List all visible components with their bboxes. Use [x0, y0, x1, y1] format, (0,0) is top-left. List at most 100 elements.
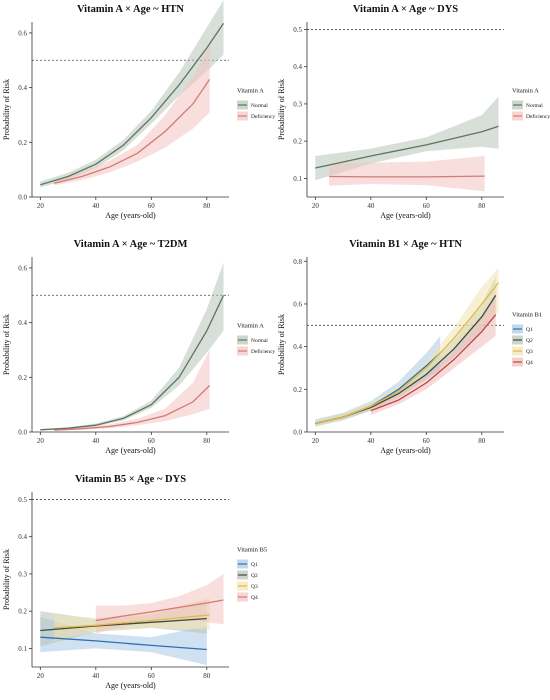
chart-svg: Vitamin A × Age ~ HTN 0.0 0.2 0.4 0.6 20 40 60 8…	[2, 0, 275, 220]
y-tick-label: 0.4	[293, 343, 302, 351]
x-tick-label: 40	[367, 202, 375, 210]
x-tick-label: 20	[312, 437, 320, 445]
series-line	[54, 614, 210, 629]
legend-label: Q4	[526, 360, 533, 366]
chart-panel-vitamin-a-htn: Vitamin A × Age ~ HTN 0.0 0.2 0.4 0.6 20 40 60 8…	[0, 0, 275, 225]
legend-label: Deficiency	[251, 113, 275, 120]
legend-label: Q3	[526, 349, 533, 355]
y-tick-label: 0.6	[293, 300, 302, 308]
y-tick-label: 0.0	[293, 429, 302, 437]
y-tick-label: 0.4	[18, 84, 27, 92]
series-line	[315, 125, 499, 169]
chart-title: Vitamin A × Age ~ DYS	[353, 4, 458, 15]
y-tick-label: 0.0	[18, 194, 27, 202]
chart-svg: Vitamin B5 × Age ~ DYS 0.1 0.2 0.3 0.4 0.5 20 4…	[2, 474, 267, 690]
x-axis-label: Age (years-old)	[105, 446, 156, 455]
x-tick-label: 80	[203, 437, 211, 445]
y-tick-label: 0.6	[18, 29, 27, 37]
y-tick-label: 0.2	[18, 608, 27, 616]
y-tick-label: 0.6	[18, 264, 27, 272]
legend-label: Q2	[526, 338, 533, 344]
y-axis-label: Probability of Risk	[2, 549, 11, 610]
y-tick-label: 0.4	[293, 63, 302, 71]
confidence-band	[329, 156, 485, 192]
legend-label: Normal	[251, 338, 268, 344]
confidence-band	[95, 573, 224, 634]
y-tick-label: 0.5	[18, 496, 27, 504]
y-tick-label: 0.2	[18, 374, 27, 382]
legend-label: Deficiency	[251, 348, 275, 355]
x-axis-label: Age (years-old)	[380, 211, 431, 220]
y-axis-label: Probability of Risk	[2, 79, 11, 140]
chart-panel-vitamin-b5-dys: Vitamin B5 × Age ~ DYS 0.1 0.2 0.3 0.4 0.5 20 4…	[0, 470, 275, 695]
x-axis-label: Age (years-old)	[105, 211, 156, 220]
confidence-band	[315, 96, 499, 181]
y-tick-label: 0.2	[293, 386, 302, 394]
x-tick-label: 80	[203, 672, 211, 680]
y-tick-label: 0.2	[18, 139, 27, 147]
y-tick-label: 0.3	[18, 570, 27, 578]
series-line	[95, 599, 224, 622]
legend-title: Vitamin B5	[237, 547, 267, 554]
chart-panel-vitamin-a-t2dm: Vitamin A × Age ~ T2DM 0.0 0.2 0.4 0.6 20 40 60…	[0, 235, 275, 460]
legend-label: Q2	[251, 573, 258, 579]
x-tick-label: 40	[92, 202, 100, 210]
legend-label: Normal	[251, 103, 268, 109]
chart-svg: Vitamin A × Age ~ DYS 0.1 0.2 0.3 0.4 0.5 20 40…	[277, 4, 550, 220]
series-line	[315, 282, 500, 425]
chart-svg: Vitamin A × Age ~ T2DM 0.0 0.2 0.4 0.6 20 40 60…	[2, 239, 275, 455]
legend-label: Q1	[526, 327, 533, 333]
x-tick-label: 20	[37, 672, 45, 680]
confidence-band	[40, 616, 207, 666]
x-tick-label: 80	[478, 202, 486, 210]
chart-title: Vitamin A × Age ~ HTN	[77, 4, 184, 15]
x-tick-label: 40	[367, 437, 375, 445]
legend-label: Q1	[251, 562, 258, 568]
x-tick-label: 80	[478, 437, 486, 445]
legend-title: Vitamin A	[237, 88, 264, 95]
series-line	[329, 175, 485, 178]
y-tick-label: 0.5	[293, 26, 302, 34]
series-line	[40, 295, 225, 431]
chart-panel-vitamin-b1-htn: Vitamin B1 × Age ~ HTN 0.0 0.2 0.4 0.6 0.8 20 4…	[275, 235, 550, 460]
chart-title: Vitamin B1 × Age ~ HTN	[349, 239, 462, 250]
x-tick-label: 60	[148, 437, 156, 445]
y-axis-label: Probability of Risk	[277, 314, 286, 375]
chart-title: Vitamin B5 × Age ~ DYS	[75, 474, 186, 485]
x-axis-label: Age (years-old)	[380, 446, 431, 455]
y-tick-label: 0.8	[293, 258, 302, 266]
series-line	[370, 314, 497, 412]
series-line	[40, 23, 225, 186]
legend-label: Normal	[526, 103, 543, 109]
y-tick-label: 0.4	[18, 533, 27, 541]
chart-title: Vitamin A × Age ~ T2DM	[74, 239, 188, 250]
x-tick-label: 20	[37, 202, 45, 210]
x-tick-label: 80	[203, 202, 211, 210]
x-tick-label: 60	[423, 437, 431, 445]
legend-label: Q4	[251, 595, 258, 601]
legend-label: Q3	[251, 584, 258, 590]
chart-svg: Vitamin B1 × Age ~ HTN 0.0 0.2 0.4 0.6 0.8 20 4…	[277, 239, 542, 455]
x-tick-label: 60	[148, 202, 156, 210]
y-tick-label: 0.1	[293, 175, 302, 183]
series-line	[40, 617, 207, 632]
series-line	[54, 385, 211, 431]
y-tick-label: 0.4	[18, 319, 27, 327]
x-tick-label: 60	[423, 202, 431, 210]
y-tick-label: 0.1	[18, 645, 27, 653]
chart-panel-vitamin-a-dys: Vitamin A × Age ~ DYS 0.1 0.2 0.3 0.4 0.5 20 40…	[275, 0, 550, 225]
legend-title: Vitamin B1	[512, 312, 542, 319]
confidence-band	[370, 293, 496, 415]
y-tick-label: 0.2	[293, 138, 302, 146]
x-tick-label: 60	[148, 672, 156, 680]
x-axis-label: Age (years-old)	[105, 681, 156, 690]
x-tick-label: 20	[312, 202, 320, 210]
y-tick-label: 0.3	[293, 100, 302, 108]
confidence-band	[54, 350, 210, 431]
x-tick-label: 40	[92, 437, 100, 445]
y-axis-label: Probability of Risk	[2, 314, 11, 375]
x-tick-label: 20	[37, 437, 45, 445]
series-line	[54, 79, 211, 184]
legend-title: Vitamin A	[237, 323, 264, 330]
legend-title: Vitamin A	[512, 88, 539, 95]
